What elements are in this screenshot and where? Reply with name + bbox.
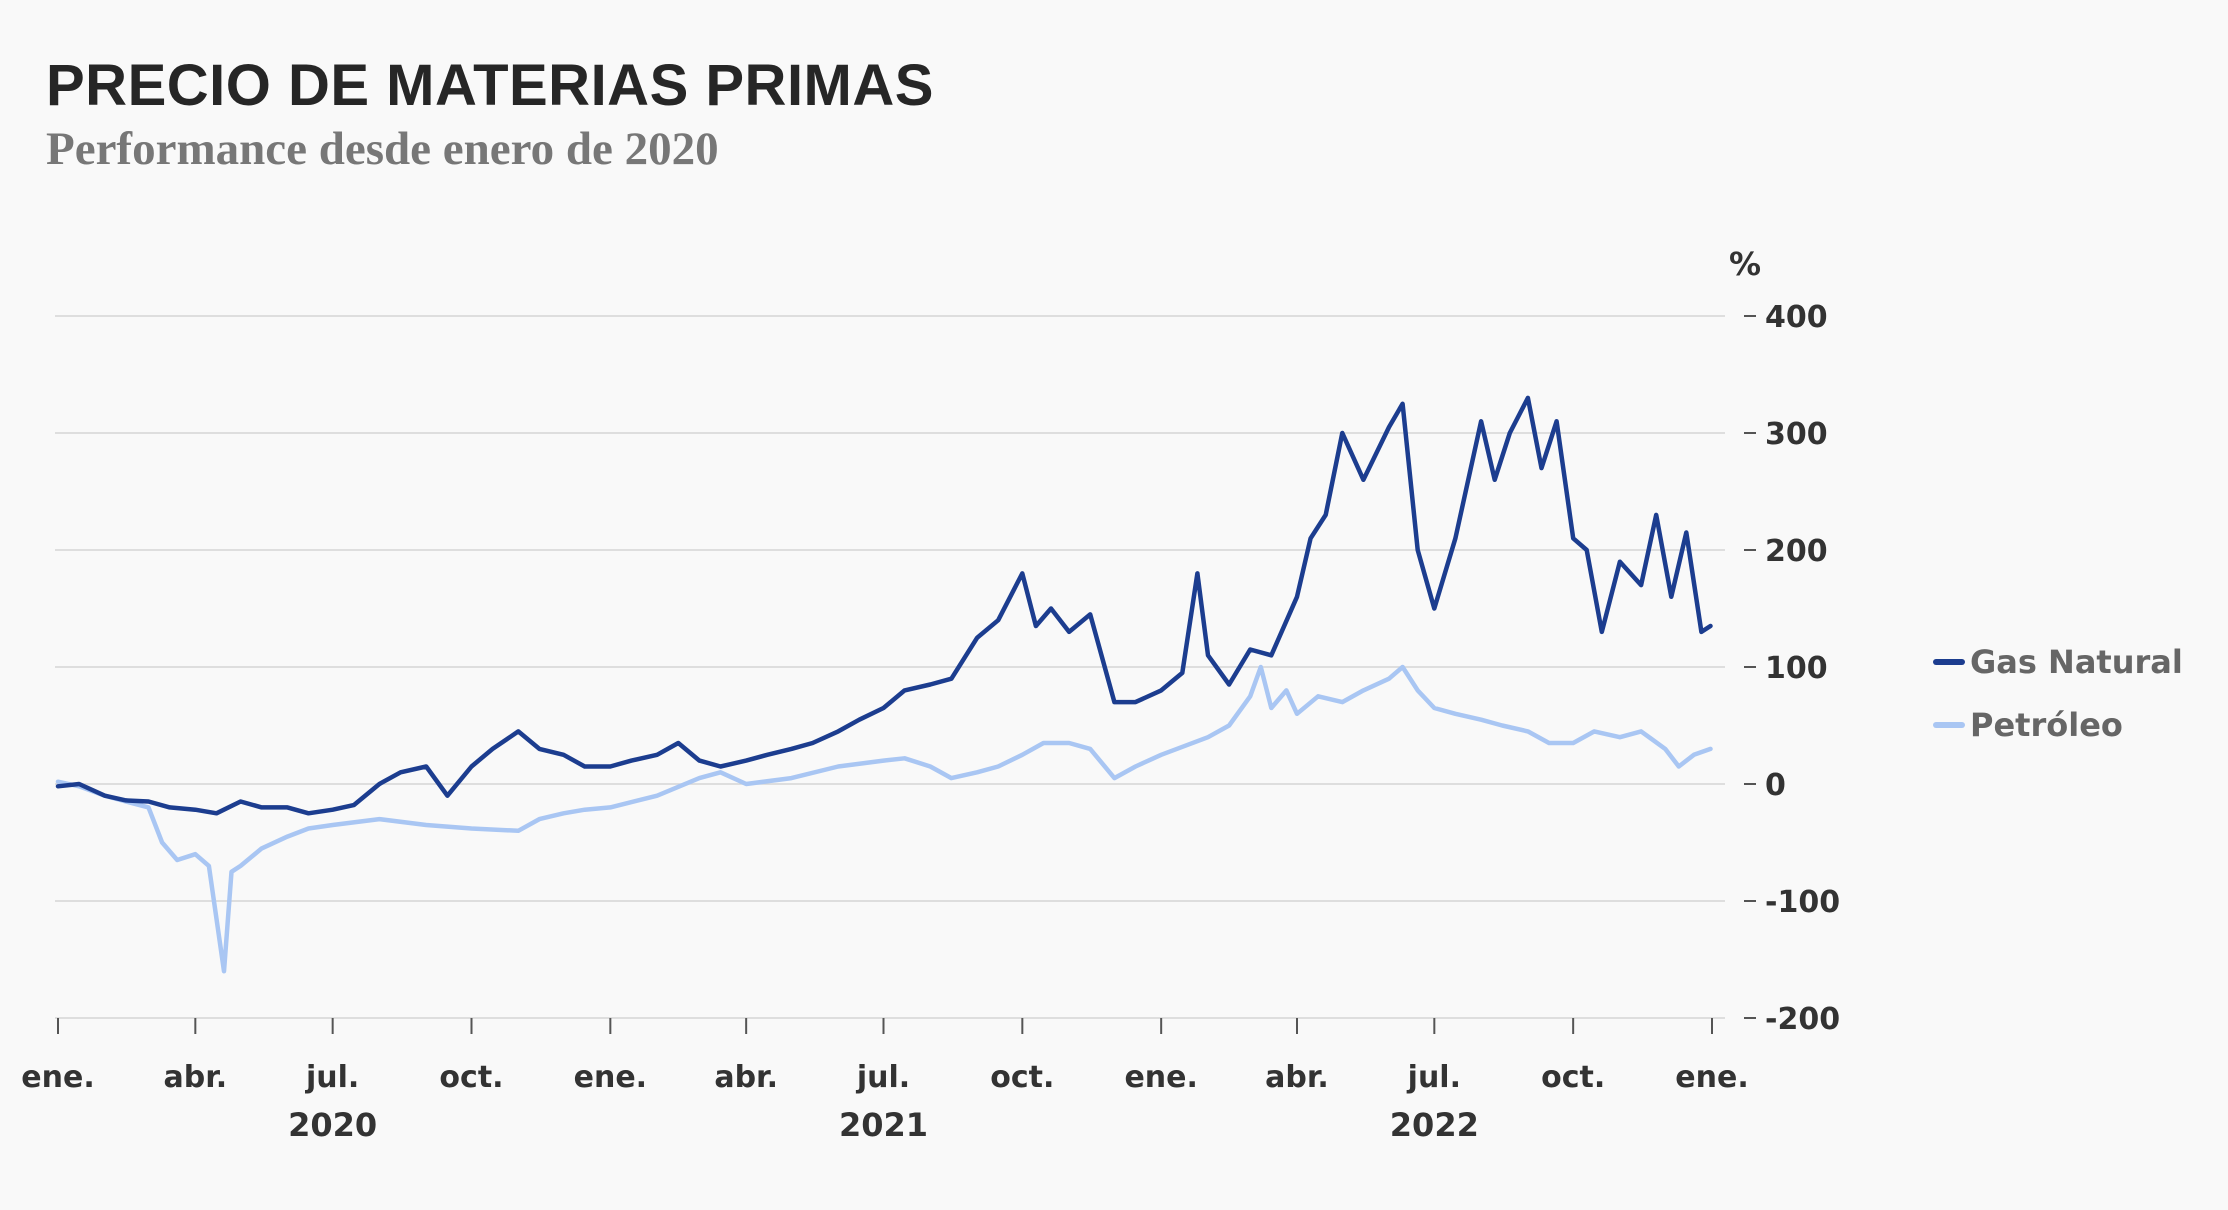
x-tick-label: oct. bbox=[1541, 1060, 1605, 1095]
y-tick-label: 300 bbox=[1765, 417, 1828, 452]
chart-title: PRECIO DE MATERIAS PRIMAS bbox=[46, 53, 934, 118]
x-tick-label: abr. bbox=[1265, 1060, 1329, 1095]
y-tick-label: -200 bbox=[1765, 1002, 1840, 1037]
y-tick-label: 100 bbox=[1765, 651, 1828, 686]
x-tick-label: ene. bbox=[1124, 1060, 1197, 1095]
x-year-label: 2020 bbox=[288, 1106, 377, 1144]
x-tick-label: jul. bbox=[1407, 1060, 1461, 1095]
series-line-petr-leo bbox=[55, 664, 1713, 974]
chart-subtitle: Performance desde enero de 2020 bbox=[46, 123, 719, 175]
x-tick-label: ene. bbox=[21, 1060, 94, 1095]
y-tick-label: -100 bbox=[1765, 885, 1840, 920]
x-tick-label: abr. bbox=[164, 1060, 228, 1095]
x-tick-label: abr. bbox=[714, 1060, 778, 1095]
y-tick-label: 0 bbox=[1765, 768, 1786, 803]
legend-label: Gas Natural bbox=[1970, 643, 2183, 681]
x-tick-label: oct. bbox=[439, 1060, 503, 1095]
y-unit-label: % bbox=[1729, 245, 1761, 283]
y-tick-label: 400 bbox=[1765, 300, 1828, 335]
x-tick-label: ene. bbox=[1675, 1060, 1748, 1095]
series-line-gas-natural bbox=[55, 395, 1713, 816]
x-tick-label: oct. bbox=[990, 1060, 1054, 1095]
grid-lines bbox=[55, 315, 1725, 1019]
x-year-label: 2022 bbox=[1390, 1106, 1479, 1144]
series-lines bbox=[55, 395, 1713, 974]
y-tick-label: 200 bbox=[1765, 534, 1828, 569]
x-tick-label: ene. bbox=[574, 1060, 647, 1095]
legend-label: Petróleo bbox=[1970, 706, 2123, 744]
x-year-label: 2021 bbox=[839, 1106, 928, 1144]
x-axis: ene. abr. jul. oct. ene. abr. jul. oct. ene. abr.… bbox=[21, 1018, 1749, 1144]
x-tick-label: jul. bbox=[305, 1060, 359, 1095]
y-axis: 400 300 200 100 0 -100 -200% bbox=[1729, 245, 1840, 1037]
x-tick-label: jul. bbox=[856, 1060, 910, 1095]
legend: Gas Natural Petróleo bbox=[1933, 643, 2183, 744]
